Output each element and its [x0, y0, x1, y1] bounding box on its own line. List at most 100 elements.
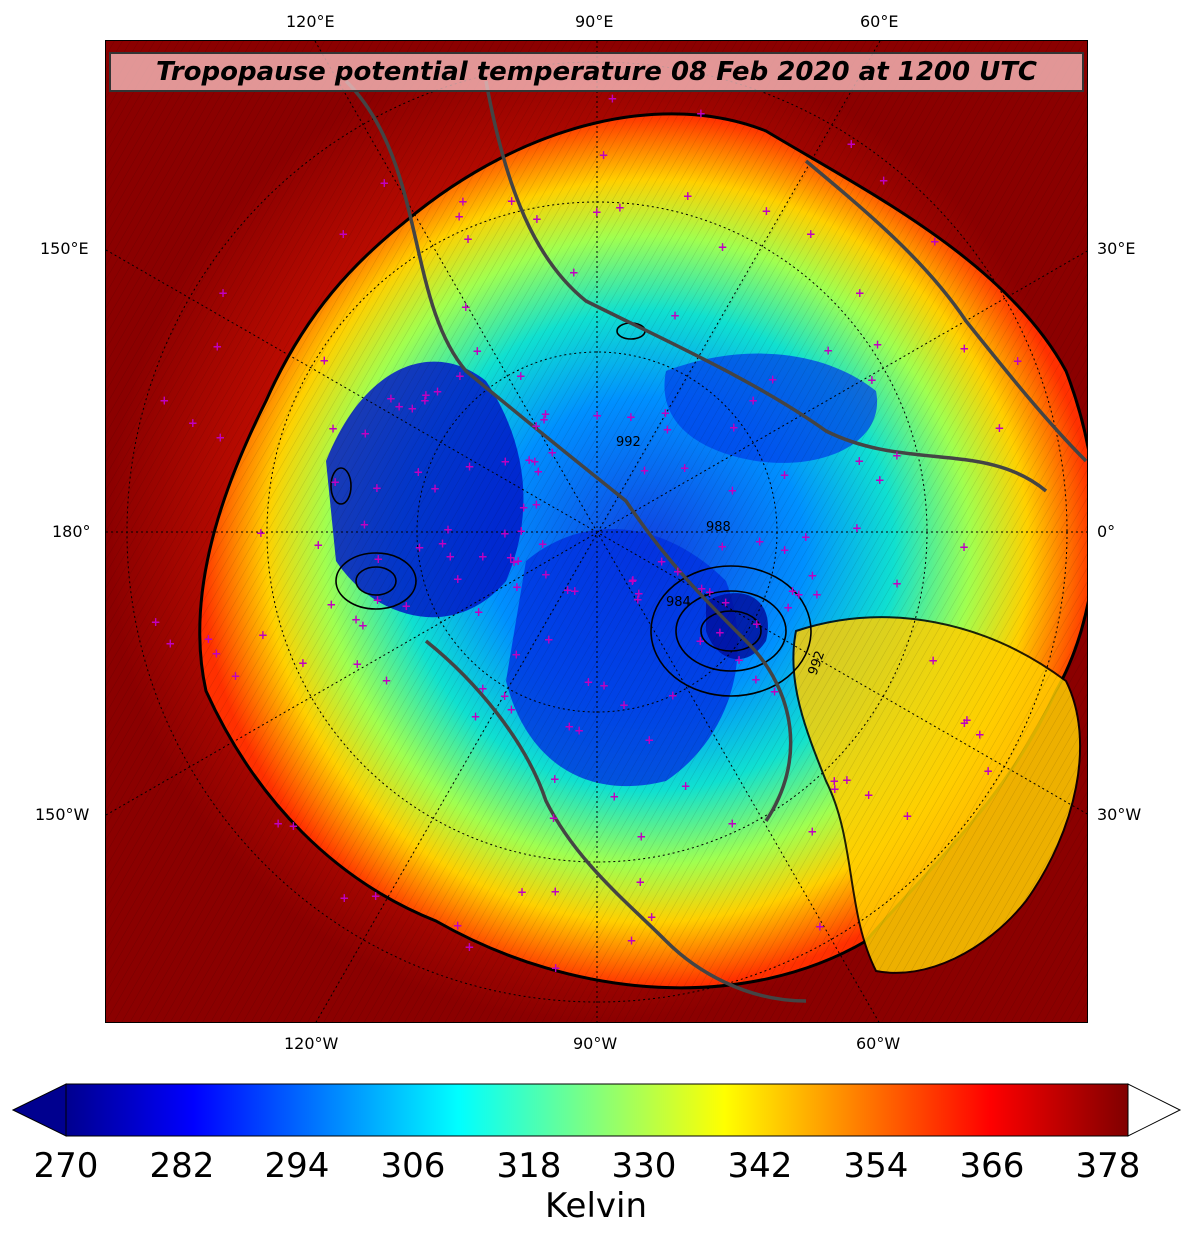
station-marker: + — [829, 774, 839, 788]
station-marker: + — [959, 716, 969, 730]
station-marker: + — [783, 600, 793, 614]
station-marker: + — [339, 891, 349, 905]
colorbar-tick: 354 — [843, 1146, 909, 1186]
station-marker: + — [421, 388, 431, 402]
station-marker: + — [875, 473, 885, 487]
station-marker: + — [721, 595, 731, 609]
station-marker: + — [959, 540, 969, 554]
station-marker: + — [215, 430, 225, 444]
station-marker: + — [570, 584, 580, 598]
lon-label-left-1: 150°E — [40, 239, 89, 258]
station-marker: + — [705, 585, 715, 599]
station-marker: + — [471, 709, 481, 723]
station-marker: + — [373, 593, 383, 607]
station-marker: + — [461, 300, 471, 314]
station-marker: + — [801, 530, 811, 544]
station-marker: + — [794, 587, 804, 601]
station-marker: + — [751, 673, 761, 687]
polar-stereographic-map: ++++++++++++++++++++++++++++++++++++++++… — [106, 41, 1087, 1022]
station-marker: + — [959, 342, 969, 356]
station-marker: + — [203, 632, 213, 646]
station-marker: + — [288, 819, 298, 833]
station-marker: + — [644, 733, 654, 747]
colorbar-tick: 318 — [496, 1146, 562, 1186]
station-marker: + — [830, 782, 840, 796]
colorbar-tick: 294 — [264, 1146, 330, 1186]
station-marker: + — [636, 830, 646, 844]
station-marker: + — [609, 790, 619, 804]
station-marker: + — [541, 407, 551, 421]
station-marker: + — [550, 885, 560, 899]
station-marker: + — [748, 393, 758, 407]
station-marker: + — [531, 419, 541, 433]
colorbar — [11, 1082, 1182, 1138]
station-marker: + — [541, 567, 551, 581]
lon-label-top-1: 120°E — [286, 12, 335, 31]
station-marker: + — [159, 394, 169, 408]
station-marker: + — [420, 394, 430, 408]
station-marker: + — [433, 385, 443, 399]
station-marker: + — [211, 647, 221, 661]
lon-label-bottom-2: 90°W — [573, 1034, 618, 1053]
lon-label-bottom-3: 60°W — [856, 1034, 901, 1053]
station-marker: + — [727, 484, 737, 498]
station-marker: + — [734, 653, 744, 667]
station-marker: + — [752, 617, 762, 631]
station-marker: + — [975, 728, 985, 742]
lon-label-top-2: 90°E — [575, 12, 614, 31]
station-marker: + — [464, 940, 474, 954]
station-marker: + — [695, 634, 705, 648]
station-marker: + — [326, 597, 336, 611]
station-marker: + — [812, 587, 822, 601]
station-marker: + — [626, 410, 636, 424]
station-marker: + — [823, 344, 833, 358]
station-marker: + — [538, 537, 548, 551]
lon-label-bottom-1: 120°W — [284, 1034, 339, 1053]
station-markers: ++++++++++++++++++++++++++++++++++++++++… — [151, 91, 1023, 975]
station-marker: + — [517, 885, 527, 899]
station-marker: + — [768, 372, 778, 386]
station-marker: + — [328, 421, 338, 435]
station-marker: + — [231, 669, 241, 683]
station-marker: + — [352, 657, 362, 671]
station-marker: + — [455, 369, 465, 383]
station-marker: + — [539, 412, 549, 426]
station-marker: + — [371, 889, 381, 903]
station-marker: + — [500, 455, 510, 469]
station-marker: + — [351, 613, 361, 627]
station-marker: + — [338, 227, 348, 241]
station-marker: + — [407, 402, 417, 416]
station-marker: + — [564, 719, 574, 733]
station-marker: + — [359, 518, 369, 532]
station-marker: + — [511, 647, 521, 661]
station-marker: + — [928, 654, 938, 668]
station-marker: + — [478, 549, 488, 563]
station-marker: + — [634, 586, 644, 600]
station-marker: + — [879, 173, 889, 187]
station-marker: + — [807, 568, 817, 582]
station-marker: + — [188, 416, 198, 430]
station-marker: + — [453, 572, 463, 586]
station-marker: + — [930, 234, 940, 248]
lon-label-right-2: 0° — [1097, 522, 1116, 541]
station-marker: + — [532, 212, 542, 226]
station-marker: + — [673, 565, 683, 579]
station-marker: + — [873, 337, 883, 351]
station-marker: + — [717, 540, 727, 554]
station-marker: + — [607, 91, 617, 105]
station-marker: + — [445, 549, 455, 563]
station-marker: + — [994, 421, 1004, 435]
station-marker: + — [660, 406, 670, 420]
station-marker: + — [697, 582, 707, 596]
station-marker: + — [761, 204, 771, 218]
station-marker: + — [430, 482, 440, 496]
station-marker: + — [516, 524, 526, 538]
colorbar-extend-high — [1127, 1083, 1182, 1137]
station-marker: + — [842, 773, 852, 787]
station-marker: + — [680, 461, 690, 475]
title-box: Tropopause potential temperature 08 Feb … — [109, 52, 1084, 92]
station-marker: + — [401, 599, 411, 613]
station-marker: + — [478, 682, 488, 696]
station-marker: + — [846, 137, 856, 151]
station-marker: + — [360, 427, 370, 441]
